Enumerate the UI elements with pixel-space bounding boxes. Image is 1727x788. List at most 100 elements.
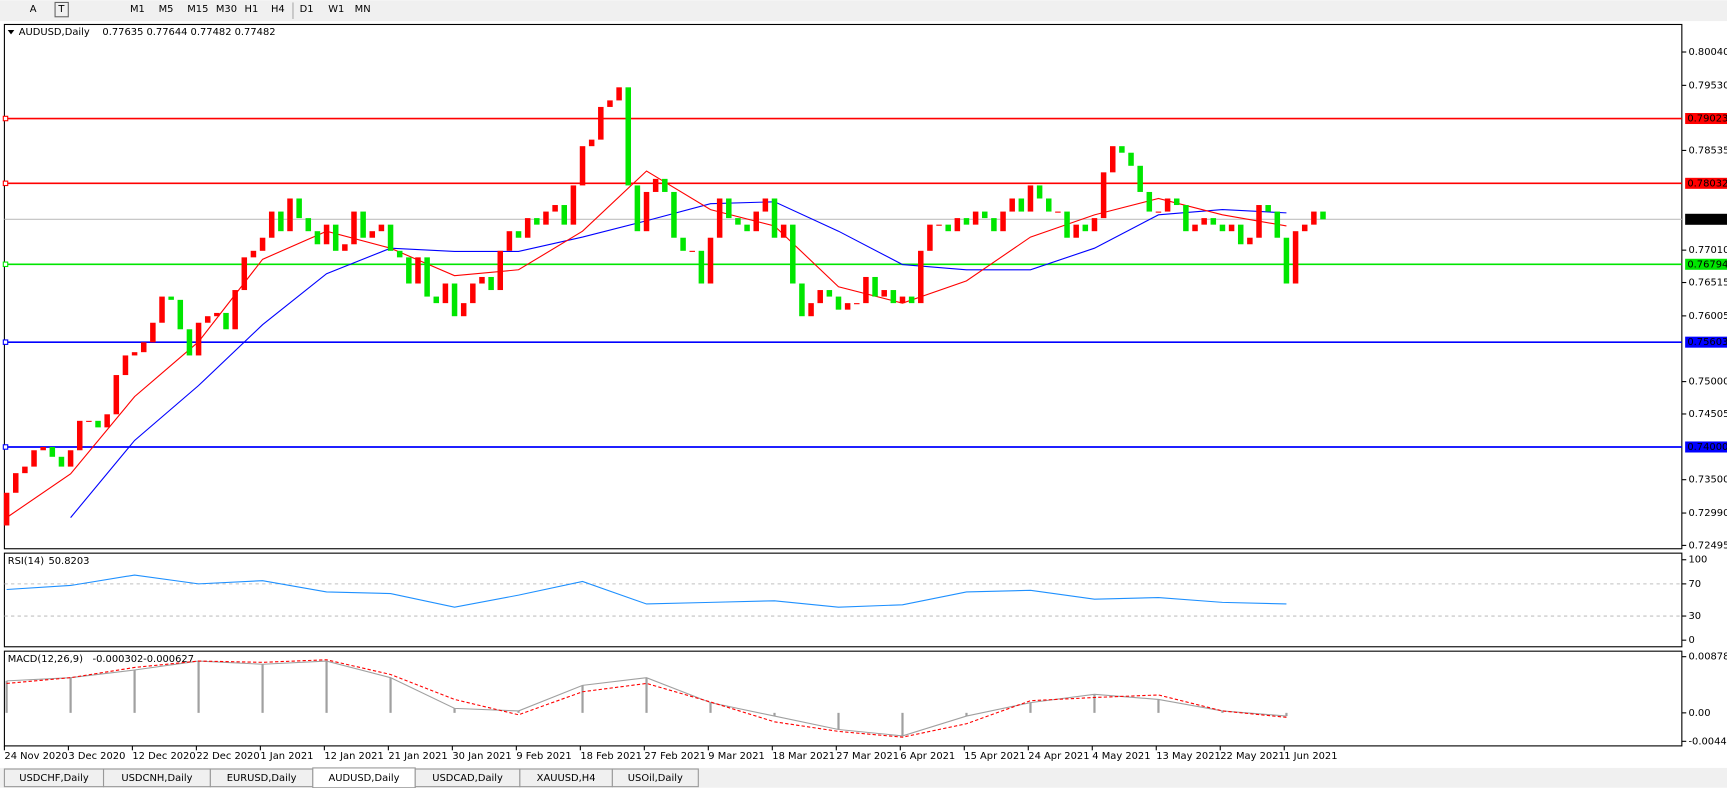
candle-body	[652, 178, 659, 192]
macd-bar	[773, 712, 776, 717]
candle-body	[872, 276, 878, 297]
timeframe-button[interactable]: H1	[245, 4, 259, 15]
x-tick-label: 1 Jan 2021	[260, 751, 313, 762]
tab-label[interactable]: AUDUSD,Daily	[328, 773, 399, 784]
timeframe-button[interactable]: H4	[271, 4, 285, 15]
level-handle	[2, 261, 9, 268]
candle-body	[186, 329, 193, 356]
candle-body	[1173, 198, 1180, 206]
tab-label[interactable]: XAUUSD,H4	[537, 773, 596, 784]
macd-bar	[517, 710, 520, 713]
timeframe-button[interactable]: M1	[130, 4, 145, 15]
candle-body	[232, 290, 238, 330]
candle-body	[378, 224, 385, 232]
main-frame	[3, 23, 1683, 550]
tool-text[interactable]: T	[57, 4, 65, 15]
candle-body	[451, 283, 458, 317]
candle-body	[780, 224, 787, 238]
x-tick-label: 12 Jan 2021	[324, 751, 383, 762]
tab-label[interactable]: USOil,Daily	[628, 773, 683, 784]
candle-body	[1265, 205, 1271, 212]
candle-body	[433, 296, 440, 304]
macd-bar	[645, 677, 648, 713]
timeframe-button[interactable]: D1	[300, 4, 314, 15]
tab[interactable]	[611, 768, 699, 788]
candle-body	[1146, 191, 1153, 212]
indicator-value: 50.8203	[48, 556, 89, 567]
candle-body	[259, 237, 266, 251]
level-label-box	[1685, 177, 1727, 189]
timeframe-button[interactable]: W1	[328, 4, 344, 15]
candle-body	[442, 283, 449, 304]
x-tick-label: 30 Jan 2021	[452, 751, 511, 762]
candle-body	[131, 352, 138, 356]
candle-body	[1064, 211, 1070, 238]
y-tick-label: 0.73500	[1688, 475, 1727, 486]
candle-body	[607, 100, 613, 107]
candle-body	[899, 296, 906, 304]
candle-body	[1128, 152, 1134, 166]
candle-body	[799, 283, 805, 317]
candle-body	[982, 211, 988, 219]
x-tick-label: 3 Dec 2020	[68, 751, 125, 762]
candle-body	[826, 290, 833, 297]
tab-label[interactable]: USDCHF,Daily	[19, 773, 89, 784]
candle-body	[104, 414, 110, 428]
candle-body	[698, 250, 705, 284]
macd-frame	[3, 650, 1683, 747]
y-tick-label: 0.74505	[1688, 409, 1727, 420]
candle-body	[342, 244, 348, 251]
candle-body	[1274, 211, 1281, 238]
candle-body	[671, 191, 677, 238]
macd-bar	[1285, 712, 1288, 717]
candle-body	[1027, 185, 1034, 212]
candle-body	[1183, 205, 1189, 232]
candle-body	[963, 218, 970, 225]
x-tick-label: 24 Apr 2021	[1028, 751, 1089, 762]
y-tick-label: 0.76005	[1688, 311, 1727, 322]
tab-label[interactable]: EURUSD,Daily	[227, 773, 297, 784]
y-tick-label: 0.80040	[1688, 47, 1727, 58]
timeframe-button[interactable]: MN	[355, 4, 371, 15]
x-tick-label: 18 Mar 2021	[772, 751, 835, 762]
candle-body	[1018, 198, 1025, 212]
candle-body	[1082, 224, 1089, 232]
candle-body	[424, 257, 430, 297]
level-handle	[2, 115, 9, 122]
candle-body	[214, 312, 220, 317]
y-tick-label: 0.77010	[1688, 245, 1727, 256]
tool-text[interactable]: A	[30, 4, 37, 15]
candle-body	[1311, 211, 1317, 225]
x-tick-label: 22 Dec 2020	[196, 751, 259, 762]
moving-average	[70, 201, 1287, 518]
level-label: 0.78032	[1687, 178, 1727, 189]
candle-body	[588, 139, 595, 147]
timeframe-button[interactable]: M15	[187, 4, 208, 15]
candle-body	[634, 185, 641, 232]
tab-label[interactable]: USDCNH,Daily	[121, 773, 192, 784]
candle-body	[49, 446, 56, 457]
candle-body	[268, 211, 275, 238]
timeframe-button[interactable]: M30	[216, 4, 237, 15]
collapse-arrow	[7, 29, 15, 35]
x-tick-label: 9 Feb 2021	[516, 751, 571, 762]
candle-body	[159, 296, 165, 323]
macd-bar	[837, 712, 840, 730]
timeframe-button[interactable]: M5	[159, 4, 174, 15]
candle-body	[1046, 198, 1052, 212]
macd-bar	[389, 677, 392, 713]
candle-body	[643, 191, 650, 232]
candle-body	[1091, 218, 1098, 232]
rsi-line	[6, 574, 1287, 608]
quote-value: 0.77635	[102, 27, 143, 38]
tool-button[interactable]	[54, 1, 69, 18]
candle-body	[543, 211, 549, 225]
level-handle	[2, 180, 9, 187]
candle-body	[479, 276, 485, 284]
tab-label[interactable]: USDCAD,Daily	[432, 773, 503, 784]
x-tick-label: 22 May 2021	[1220, 751, 1285, 762]
macd-bar	[261, 664, 264, 713]
candle-body	[470, 283, 476, 304]
x-tick-label: 13 May 2021	[1156, 751, 1221, 762]
candle-body	[598, 106, 604, 140]
